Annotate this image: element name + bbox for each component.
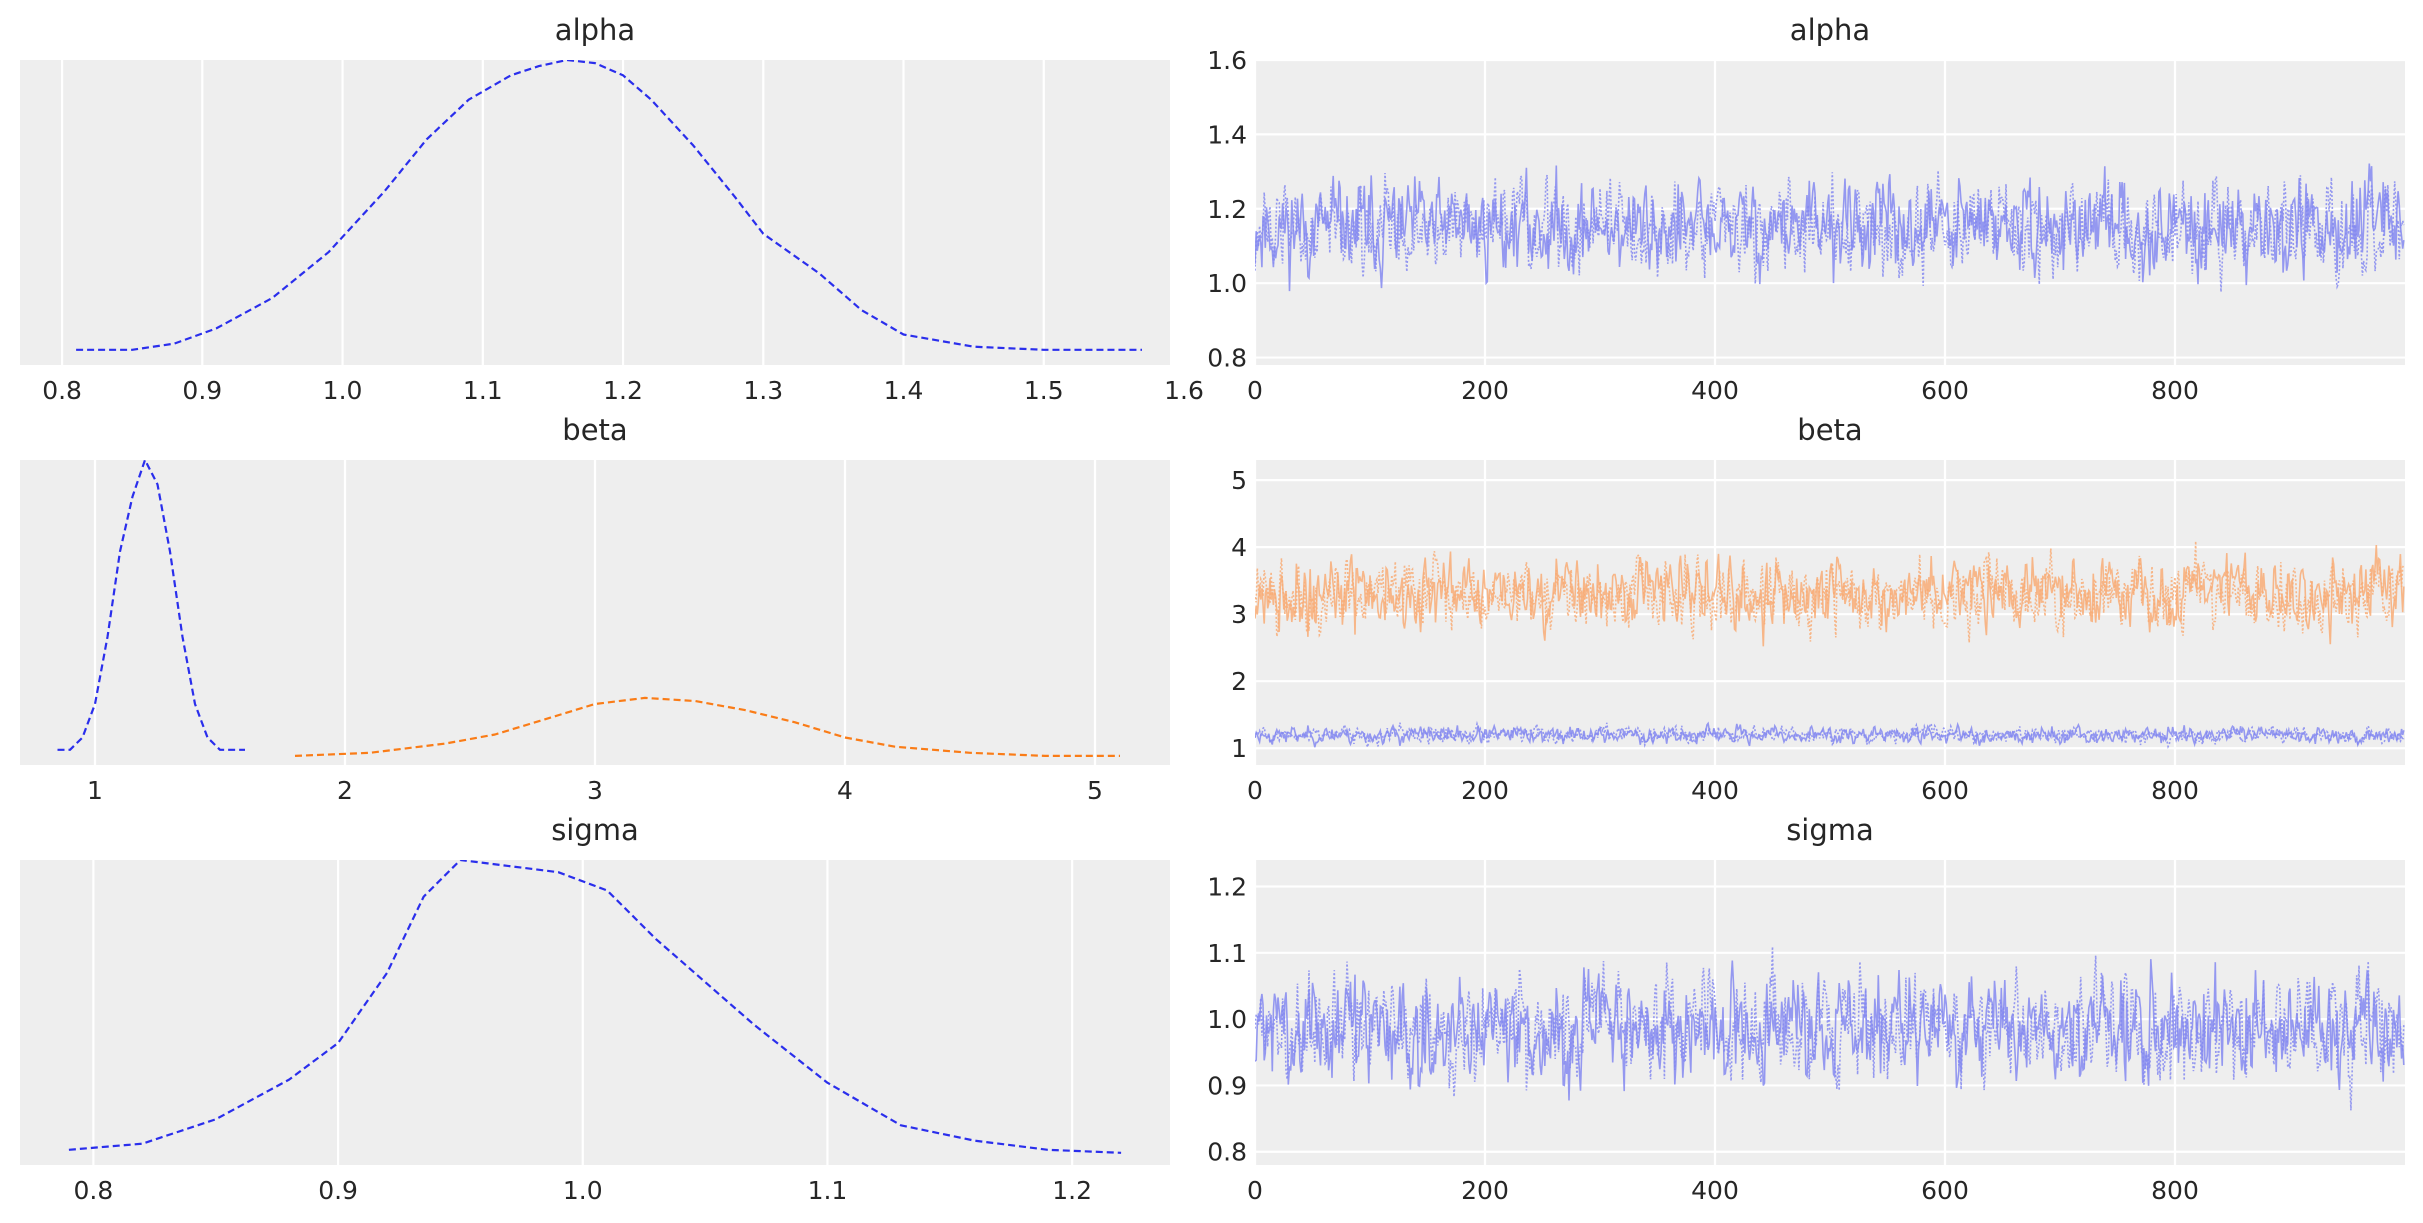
y-tick-label: 3 xyxy=(1231,600,1247,629)
x-tick-label: 0 xyxy=(1247,1176,1263,1205)
x-tick-label: 800 xyxy=(2151,776,2199,805)
x-tick-label: 3 xyxy=(587,776,603,805)
x-tick-label: 1.1 xyxy=(808,1176,848,1205)
x-tick-label: 0.9 xyxy=(318,1176,358,1205)
x-tick-label: 400 xyxy=(1691,1176,1739,1205)
x-tick-label: 1.2 xyxy=(603,376,643,405)
series-group xyxy=(76,60,1142,351)
kde-line-0 xyxy=(76,60,1142,351)
x-tick-label: 600 xyxy=(1921,376,1969,405)
y-tick-label: 1.2 xyxy=(1207,873,1247,902)
x-tick-label: 400 xyxy=(1691,376,1739,405)
series-group xyxy=(1255,946,2405,1111)
y-tick-label: 1.1 xyxy=(1207,939,1247,968)
trace-line-1 xyxy=(1255,541,2405,643)
x-tick-label: 1.3 xyxy=(743,376,783,405)
x-tick-label: 1.2 xyxy=(1052,1176,1092,1205)
trace-line-0 xyxy=(1255,959,2405,1101)
x-tick-label: 2 xyxy=(337,776,353,805)
panel-title: alpha xyxy=(555,13,635,47)
y-tick-label: 1.6 xyxy=(1207,46,1247,75)
panel-2: beta 1 2 3 4 5 xyxy=(20,413,1170,805)
y-tick-label: 0.9 xyxy=(1207,1071,1247,1100)
y-tick-label: 1.4 xyxy=(1207,120,1247,149)
x-tick-label: 5 xyxy=(1087,776,1103,805)
x-tick-label: 1.6 xyxy=(1164,376,1204,405)
x-tick-label: 1.1 xyxy=(463,376,503,405)
y-tick-label: 5 xyxy=(1231,466,1247,495)
y-tick-label: 4 xyxy=(1231,533,1247,562)
y-tick-label: 1.2 xyxy=(1207,195,1247,224)
kde-line-0 xyxy=(57,460,245,751)
y-tick-label: 1 xyxy=(1231,734,1247,763)
kde-line-0 xyxy=(68,860,1122,1154)
y-tick-label: 0.8 xyxy=(1207,344,1247,373)
panel-0: alpha 0.8 0.9 1.0 1.1 1.2 1.3 1.4 1.5 1.6 xyxy=(20,13,1204,405)
panel-title: sigma xyxy=(1786,813,1874,847)
series-group xyxy=(1255,163,2405,292)
x-tick-label: 0.9 xyxy=(182,376,222,405)
panel-title: beta xyxy=(1797,413,1862,447)
series-group xyxy=(68,860,1122,1154)
x-tick-label: 0.8 xyxy=(42,376,82,405)
y-tick-label: 2 xyxy=(1231,667,1247,696)
plot-area xyxy=(20,860,1170,1165)
x-tick-label: 0 xyxy=(1247,776,1263,805)
x-tick-label: 1.0 xyxy=(323,376,363,405)
series-group xyxy=(57,460,1120,758)
x-tick-label: 600 xyxy=(1921,776,1969,805)
x-tick-label: 4 xyxy=(837,776,853,805)
x-tick-label: 1.5 xyxy=(1024,376,1064,405)
panel-3: beta 0 200 400 600 800 1 2 3 4 5 xyxy=(1231,413,2405,805)
x-tick-label: 200 xyxy=(1461,776,1509,805)
panel-title: alpha xyxy=(1790,13,1870,47)
y-tick-label: 1.0 xyxy=(1207,269,1247,298)
trace-line-1 xyxy=(1255,946,2405,1111)
y-tick-label: 1.0 xyxy=(1207,1005,1247,1034)
panel-5: sigma 0 200 400 600 800 0.8 0.9 1.0 1.1 1.2 xyxy=(1207,813,2405,1205)
panel-title: beta xyxy=(562,413,627,447)
x-tick-label: 1.4 xyxy=(884,376,924,405)
plot-area xyxy=(1255,460,2405,765)
x-tick-label: 600 xyxy=(1921,1176,1969,1205)
plot-area xyxy=(20,60,1170,365)
trace-line-3 xyxy=(1255,720,2405,750)
x-tick-label: 0.8 xyxy=(74,1176,114,1205)
x-tick-label: 400 xyxy=(1691,776,1739,805)
kde-line-1 xyxy=(294,696,1120,758)
trace-line-1 xyxy=(1255,170,2405,292)
x-tick-label: 1 xyxy=(87,776,103,805)
x-tick-label: 0 xyxy=(1247,376,1263,405)
x-tick-label: 800 xyxy=(2151,1176,2199,1205)
y-tick-label: 0.8 xyxy=(1207,1138,1247,1167)
x-tick-label: 200 xyxy=(1461,1176,1509,1205)
x-tick-label: 800 xyxy=(2151,376,2199,405)
x-tick-label: 200 xyxy=(1461,376,1509,405)
panel-4: sigma 0.8 0.9 1.0 1.1 1.2 xyxy=(20,813,1170,1205)
panel-title: sigma xyxy=(551,813,639,847)
panel-1: alpha 0 200 400 600 800 0.8 1.0 1.2 1.4 1.6 xyxy=(1207,13,2405,405)
series-group xyxy=(1255,541,2405,750)
x-tick-label: 1.0 xyxy=(563,1176,603,1205)
